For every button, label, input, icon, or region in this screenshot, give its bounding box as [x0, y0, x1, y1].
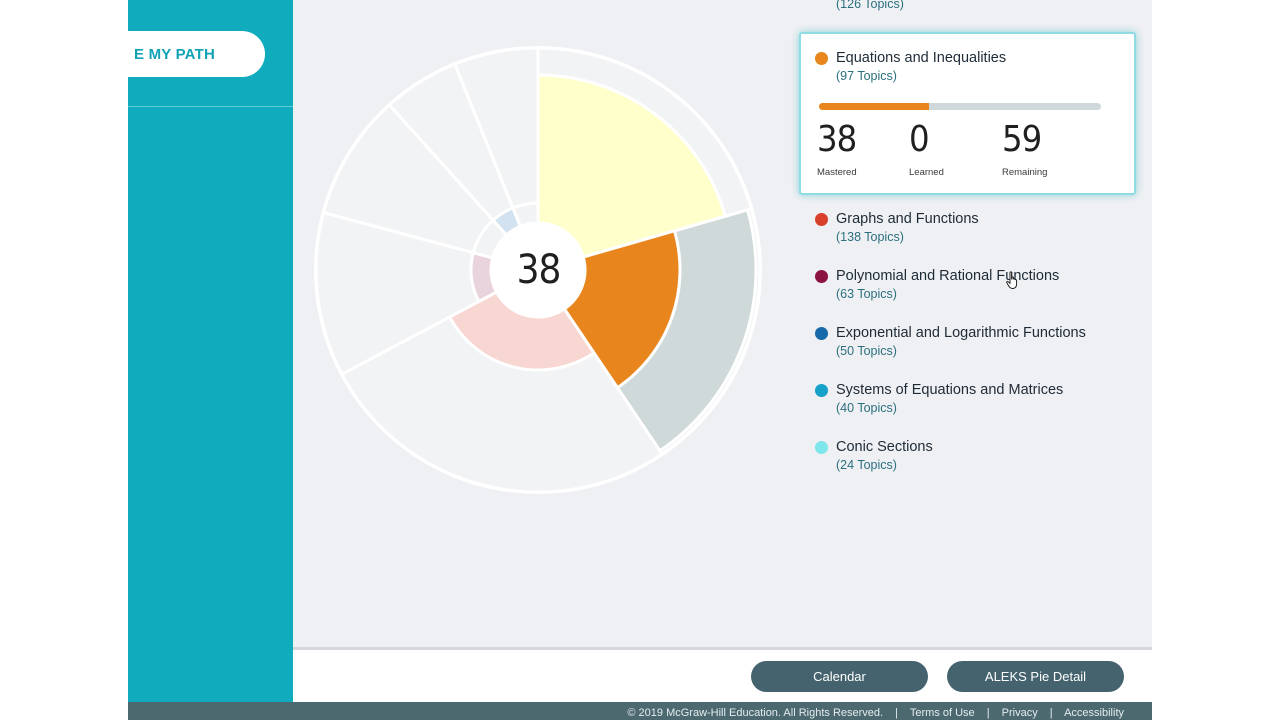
legend-item-count: (40 Topics) — [836, 401, 897, 415]
sidebar: E MY PATH — [128, 0, 293, 702]
pie-center-circle — [491, 223, 585, 317]
mastered-value: 38 — [817, 119, 857, 160]
topic-progress-bar — [819, 103, 1101, 110]
aleks-pie-detail-button[interactable]: ALEKS Pie Detail — [947, 661, 1124, 692]
privacy-link[interactable]: Privacy — [1001, 707, 1038, 719]
copyright-text: © 2019 McGraw-Hill Education. All Rights… — [627, 707, 884, 719]
selected-topic-card[interactable]: Equations and Inequalities (97 Topics) 3… — [799, 32, 1136, 195]
legend-item-count: (138 Topics) — [836, 230, 904, 244]
selected-topic-count: (97 Topics) — [836, 69, 897, 83]
footer-separator: | — [895, 707, 899, 719]
my-path-button[interactable]: E MY PATH — [128, 31, 265, 77]
mastered-stat: 38 Mastered — [817, 119, 857, 179]
selected-topic-color-dot — [815, 52, 828, 65]
accessibility-link[interactable]: Accessibility — [1064, 707, 1124, 719]
remaining-label: Remaining — [1002, 167, 1048, 178]
terms-of-use-link[interactable]: Terms of Use — [909, 707, 975, 719]
remaining-value: 59 — [1002, 119, 1042, 160]
bottom-action-bar: Calendar ALEKS Pie Detail — [293, 647, 1152, 702]
sidebar-divider — [128, 106, 293, 107]
legend-color-dot — [815, 213, 828, 226]
footer-links: © 2019 McGraw-Hill Education. All Rights… — [627, 707, 1124, 719]
mastered-label: Mastered — [817, 167, 857, 178]
calendar-button[interactable]: Calendar — [751, 661, 928, 692]
topic-progress-fill — [819, 103, 929, 110]
aleks-pie-chart[interactable] — [293, 0, 1152, 647]
legend-partial-count: (126 Topics) — [836, 0, 904, 11]
learned-stat: 0 Learned — [909, 119, 944, 179]
legend-item-name: Graphs and Functions — [836, 211, 979, 227]
remaining-stat: 59 Remaining — [1002, 119, 1048, 179]
footer-separator: | — [986, 707, 990, 719]
learned-label: Learned — [909, 167, 944, 178]
hand-cursor-icon — [1006, 271, 1018, 289]
legend-item-name: Systems of Equations and Matrices — [836, 382, 1064, 398]
legend-color-dot — [815, 384, 828, 397]
legend-item-count: (50 Topics) — [836, 344, 897, 358]
legend-item-name: Exponential and Logarithmic Functions — [836, 325, 1086, 341]
learned-value: 0 — [909, 119, 930, 160]
legend-color-dot — [815, 270, 828, 283]
footer-separator: | — [1049, 707, 1053, 719]
pie-center-value: 38 — [516, 246, 562, 293]
legend-item-name: Polynomial and Rational Functions — [836, 268, 1060, 284]
legend-item-count: (63 Topics) — [836, 287, 897, 301]
selected-topic-name: Equations and Inequalities — [836, 50, 1007, 66]
legend-color-dot — [815, 327, 828, 340]
legend-item-count: (24 Topics) — [836, 458, 897, 472]
footer: © 2019 McGraw-Hill Education. All Rights… — [128, 702, 1152, 720]
legend-color-dot — [815, 441, 828, 454]
main-panel: 38 (126 Topics) Equations and Inequaliti… — [293, 0, 1152, 647]
legend-item-name: Conic Sections — [836, 439, 933, 455]
